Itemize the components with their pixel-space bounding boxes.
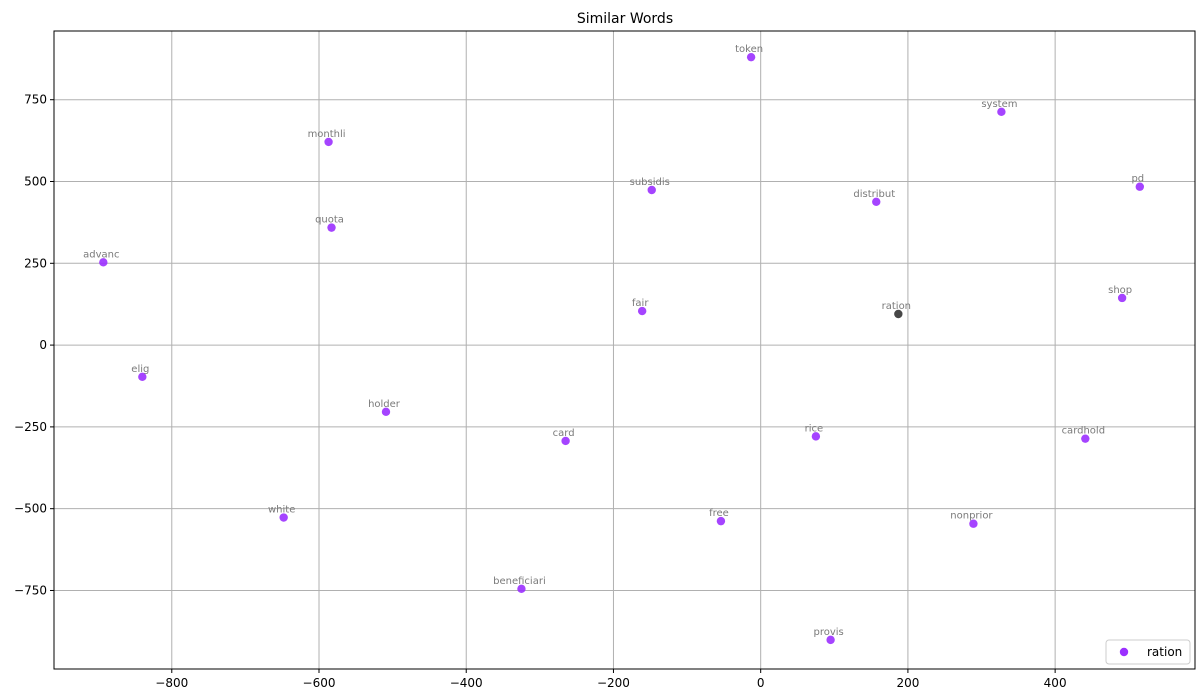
y-tick-label: 250	[24, 256, 47, 270]
point-label: provis	[813, 627, 843, 638]
chart-title: Similar Words	[577, 11, 673, 27]
x-tick-label: 400	[1044, 676, 1067, 690]
y-tick-label: −250	[14, 420, 47, 434]
query-point	[894, 309, 903, 319]
legend-box	[1105, 639, 1191, 665]
point-label: shop	[1108, 285, 1132, 296]
plot-frame	[53, 30, 1196, 670]
y-tick-label: −750	[14, 583, 47, 597]
point-label: elig	[131, 364, 149, 375]
data-point	[99, 258, 108, 267]
data-point	[381, 407, 391, 417]
y-tick-label: 500	[24, 175, 47, 189]
data-point	[826, 635, 835, 645]
data-point	[517, 584, 526, 594]
data-point	[324, 137, 333, 147]
point-label: rice	[805, 423, 824, 434]
x-tick-label: 0	[757, 676, 765, 690]
point-label: monthli	[308, 129, 346, 140]
x-tick-label: −800	[155, 676, 188, 690]
legend-marker	[1119, 647, 1129, 657]
point-label: quota	[315, 215, 344, 226]
data-point	[716, 516, 726, 526]
data-point	[811, 432, 821, 441]
data-point	[637, 306, 647, 316]
data-point	[1081, 434, 1090, 443]
data-point	[647, 185, 656, 195]
point-label: distribut	[853, 189, 895, 200]
point-label: holder	[368, 399, 401, 410]
y-tick-label: −500	[14, 502, 47, 516]
legend-label: ration	[1147, 645, 1182, 659]
x-tick-label: −600	[303, 676, 336, 690]
y-tick-label: 0	[39, 338, 47, 352]
point-label: subsidis	[630, 177, 670, 188]
point-label: cardhold	[1062, 426, 1106, 437]
point-label: nonprior	[950, 511, 993, 522]
grid	[54, 31, 1195, 669]
point-label: advanc	[83, 249, 119, 260]
data-points: token system monthli pd subsidis distribut quo…	[83, 44, 1144, 645]
point-label: pd	[1131, 174, 1144, 185]
point-label: system	[981, 99, 1017, 110]
point-label: free	[709, 508, 729, 519]
point-label: card	[553, 428, 575, 439]
point-label: ration	[882, 301, 911, 312]
x-tick-label: −400	[450, 676, 483, 690]
y-tick-label: 750	[24, 93, 47, 107]
point-label: white	[268, 505, 295, 516]
x-tick-label: −200	[597, 676, 630, 690]
data-point	[969, 519, 978, 528]
axis-ticks: −800 −600 −400 −200 0 200 400 −750 −500 −250 0 250 5…	[14, 93, 1067, 690]
data-point	[279, 513, 288, 522]
data-point	[872, 197, 881, 206]
legend: ration	[1105, 639, 1191, 665]
point-label: fair	[632, 298, 649, 309]
data-point	[561, 436, 570, 446]
data-point	[1135, 182, 1144, 191]
point-label: token	[735, 44, 763, 55]
data-point	[327, 223, 336, 232]
point-label: beneficiari	[493, 576, 546, 587]
x-tick-label: 200	[896, 676, 919, 690]
data-point	[746, 52, 756, 62]
data-point	[138, 372, 147, 382]
data-point	[997, 107, 1006, 117]
data-point	[1117, 293, 1127, 303]
